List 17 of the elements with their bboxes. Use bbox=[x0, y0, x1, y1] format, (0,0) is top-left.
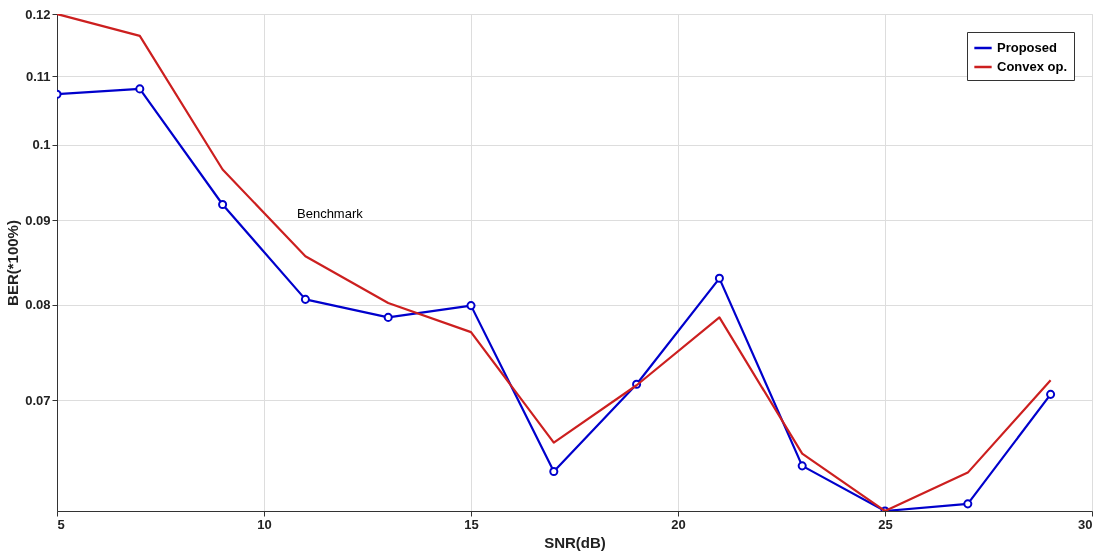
annotation: Benchmark bbox=[297, 206, 364, 221]
x-tick-label: 30 bbox=[1078, 516, 1093, 532]
y-axis-title: BER(*100%) bbox=[4, 220, 22, 306]
y-tick-label: 0.08 bbox=[25, 297, 51, 313]
x-tick-label: 20 bbox=[671, 516, 686, 532]
x-axis-title: SNR(dB) bbox=[544, 533, 606, 551]
y-tick-label: 0.1 bbox=[32, 137, 51, 153]
legend-label: Proposed bbox=[997, 40, 1058, 55]
x-tick-label: 5 bbox=[57, 516, 65, 532]
y-tick-label: 0.11 bbox=[25, 68, 51, 84]
y-tick-label: 0.12 bbox=[25, 6, 51, 22]
x-tick-label: 25 bbox=[878, 516, 893, 532]
x-tick-label: 15 bbox=[464, 516, 479, 532]
legend-label: Convex op. bbox=[997, 59, 1068, 74]
x-tick-label: 10 bbox=[257, 516, 272, 532]
y-tick-label: 0.07 bbox=[25, 392, 51, 408]
y-tick-label: 0.09 bbox=[25, 212, 51, 228]
